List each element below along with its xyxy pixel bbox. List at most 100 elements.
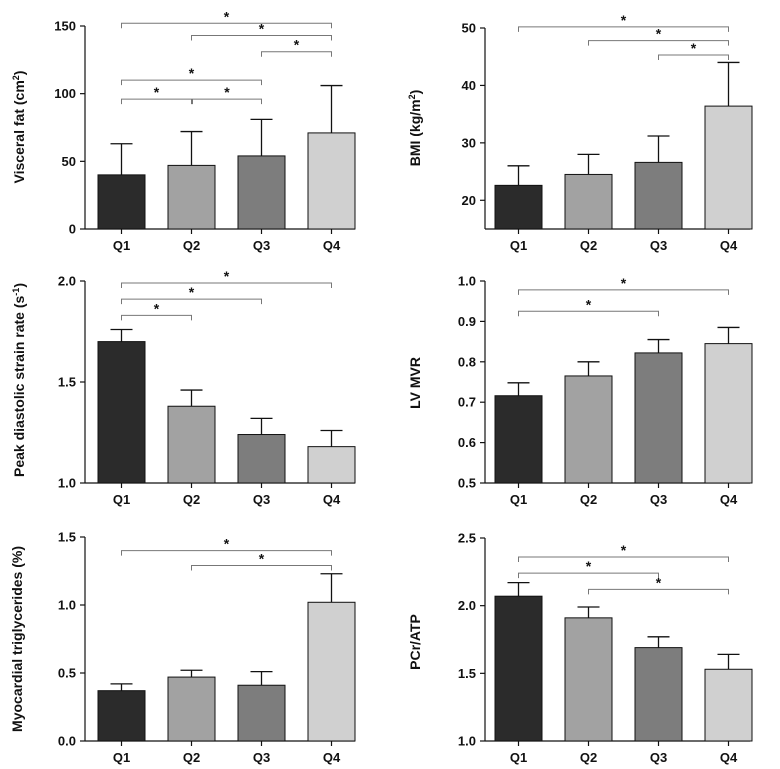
bar-q4 — [307, 132, 356, 230]
x-tick-label: Q4 — [323, 750, 341, 765]
x-tick-label: Q2 — [580, 492, 597, 507]
y-tick-label: 100 — [54, 86, 76, 101]
y-tick-label: 1.0 — [458, 274, 476, 289]
significance-bracket — [121, 314, 192, 321]
y-tick-label: 1.5 — [58, 530, 76, 545]
y-tick-label: 20 — [462, 193, 476, 208]
significance-marker: * — [224, 268, 230, 284]
bar-q2 — [167, 405, 216, 484]
significance-bracket — [588, 588, 729, 595]
significance-marker: * — [294, 37, 300, 53]
y-tick-label: 0.8 — [458, 354, 476, 369]
bar-q4 — [704, 343, 753, 484]
y-tick-label: 1.0 — [58, 598, 76, 613]
y-tick-label: 1.5 — [58, 375, 76, 390]
significance-marker: * — [691, 40, 697, 56]
bar-q4 — [307, 446, 356, 484]
bar-q4 — [704, 668, 753, 742]
bar-q1 — [97, 341, 146, 484]
significance-marker: * — [154, 300, 160, 316]
significance-bracket — [121, 22, 332, 29]
significance-marker: * — [656, 574, 662, 590]
y-tick-label: 50 — [462, 21, 476, 36]
bar-q2 — [564, 173, 613, 230]
significance-marker: * — [189, 284, 195, 300]
panel-pcr-atp: PCr/ATP 1.0 1.5 2.0 2.5 Q1 Q2 Q3 Q4 * * * — [407, 531, 753, 765]
bar-q4 — [307, 601, 356, 742]
y-tick-label: 0 — [69, 222, 76, 237]
y-tick-label: 50 — [62, 154, 76, 169]
y-tick-label: 0.0 — [58, 734, 76, 749]
bar-q2 — [167, 676, 216, 742]
significance-bracket — [518, 310, 659, 317]
significance-bracket — [261, 51, 332, 57]
x-tick-label: Q3 — [253, 492, 270, 507]
significance-bracket — [121, 98, 192, 105]
y-tick-label: 0.5 — [58, 666, 76, 681]
y-axis-label: Myocardial triglycerides (%) — [9, 546, 25, 732]
x-tick-label: Q2 — [183, 238, 200, 253]
significance-marker: * — [259, 20, 265, 36]
y-axis-label: Peak diastolic strain rate (s-1) — [11, 283, 27, 477]
y-tick-label: 0.9 — [458, 314, 476, 329]
y-tick-label: 1.5 — [458, 666, 476, 681]
bar-q3 — [634, 352, 683, 484]
significance-bracket — [121, 282, 332, 289]
y-tick-label: 150 — [54, 19, 76, 34]
bar-q2 — [167, 164, 216, 230]
bar-q2 — [564, 375, 613, 484]
y-tick-label: 1.0 — [58, 476, 76, 491]
y-axis-label: LV MVR — [407, 357, 423, 409]
y-tick-label: 30 — [462, 135, 476, 150]
significance-marker: * — [656, 26, 662, 42]
y-tick-label: 1.0 — [458, 734, 476, 749]
y-tick-label: 2.0 — [58, 274, 76, 289]
x-tick-label: Q4 — [720, 492, 738, 507]
x-tick-label: Q1 — [510, 750, 527, 765]
bar-q1 — [494, 595, 543, 742]
x-tick-label: Q2 — [580, 238, 597, 253]
y-tick-label: 40 — [462, 78, 476, 93]
significance-marker: * — [224, 536, 230, 552]
significance-bracket — [121, 79, 262, 86]
x-tick-label: Q3 — [650, 750, 667, 765]
bar-q3 — [237, 684, 286, 742]
panel-peak-diastolic-strain-rate: Peak diastolic strain rate (s-1) 1.0 1.5 2… — [11, 268, 356, 507]
x-tick-label: Q4 — [323, 238, 341, 253]
significance-bracket — [518, 556, 729, 562]
x-tick-label: Q3 — [253, 750, 270, 765]
y-tick-label: 0.6 — [458, 435, 476, 450]
x-tick-label: Q1 — [113, 492, 130, 507]
bar-q1 — [494, 395, 543, 484]
significance-bracket — [121, 298, 262, 305]
x-tick-label: Q1 — [113, 750, 130, 765]
x-tick-label: Q2 — [183, 750, 200, 765]
x-tick-label: Q4 — [720, 238, 738, 253]
bar-q1 — [97, 690, 146, 742]
y-tick-label: 0.7 — [458, 395, 476, 410]
bar-q2 — [564, 617, 613, 742]
bar-q3 — [237, 434, 286, 484]
y-tick-label: 2.0 — [458, 598, 476, 613]
significance-bracket — [192, 98, 262, 105]
significance-marker: * — [621, 275, 627, 291]
x-tick-label: Q3 — [650, 492, 667, 507]
significance-bracket — [588, 40, 729, 46]
x-tick-label: Q3 — [650, 238, 667, 253]
x-tick-label: Q3 — [253, 238, 270, 253]
significance-marker: * — [621, 542, 627, 558]
x-tick-label: Q4 — [323, 492, 341, 507]
significance-marker: * — [621, 12, 627, 28]
significance-marker: * — [189, 65, 195, 81]
significance-marker: * — [224, 8, 230, 24]
x-tick-label: Q2 — [183, 492, 200, 507]
x-tick-label: Q2 — [580, 750, 597, 765]
x-tick-label: Q1 — [510, 238, 527, 253]
y-axis-label: BMI (kg/m2) — [407, 90, 423, 167]
y-axis-label: PCr/ATP — [407, 614, 423, 670]
bar-q3 — [634, 647, 683, 742]
significance-bracket — [518, 289, 729, 295]
x-tick-label: Q4 — [720, 750, 738, 765]
bar-q3 — [634, 161, 683, 230]
